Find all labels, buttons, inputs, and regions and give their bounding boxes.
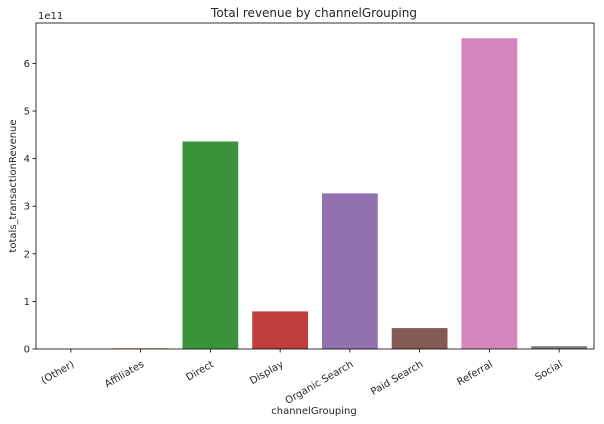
y-tick-label: 5 [24,107,30,118]
bar [531,346,588,349]
y-tick-label: 6 [24,59,30,70]
x-tick-label: Display [248,359,285,387]
y-tick-label: 4 [24,154,30,165]
x-tick-label: Paid Search [369,359,425,398]
x-tick-label: Affiliates [103,359,146,390]
y-tick-label: 2 [24,249,30,260]
y-tick-label: 0 [24,345,30,356]
bar [461,38,518,350]
x-tick-label: Organic Search [284,359,356,407]
bars-group [112,38,588,350]
chart-title: Total revenue by channelGrouping [210,6,417,20]
bar [321,193,378,349]
y-multiplier-label: 1e11 [38,11,63,22]
y-tick-label: 1 [24,297,30,308]
bar [252,311,309,349]
x-tick-label: Social [533,359,564,383]
plot-frame [35,22,595,350]
y-tick-label: 3 [24,202,30,213]
x-tick-label: Direct [184,359,215,384]
x-tick-label: (Other) [40,359,77,387]
x-tick-label: Referral [455,359,495,388]
y-axis: 0 1 2 3 4 5 6 [24,59,36,356]
y-axis-title: totals_transactionRevenue [8,119,19,252]
bar [391,328,448,349]
x-axis-title: channelGrouping [271,406,356,417]
bar [182,141,239,349]
